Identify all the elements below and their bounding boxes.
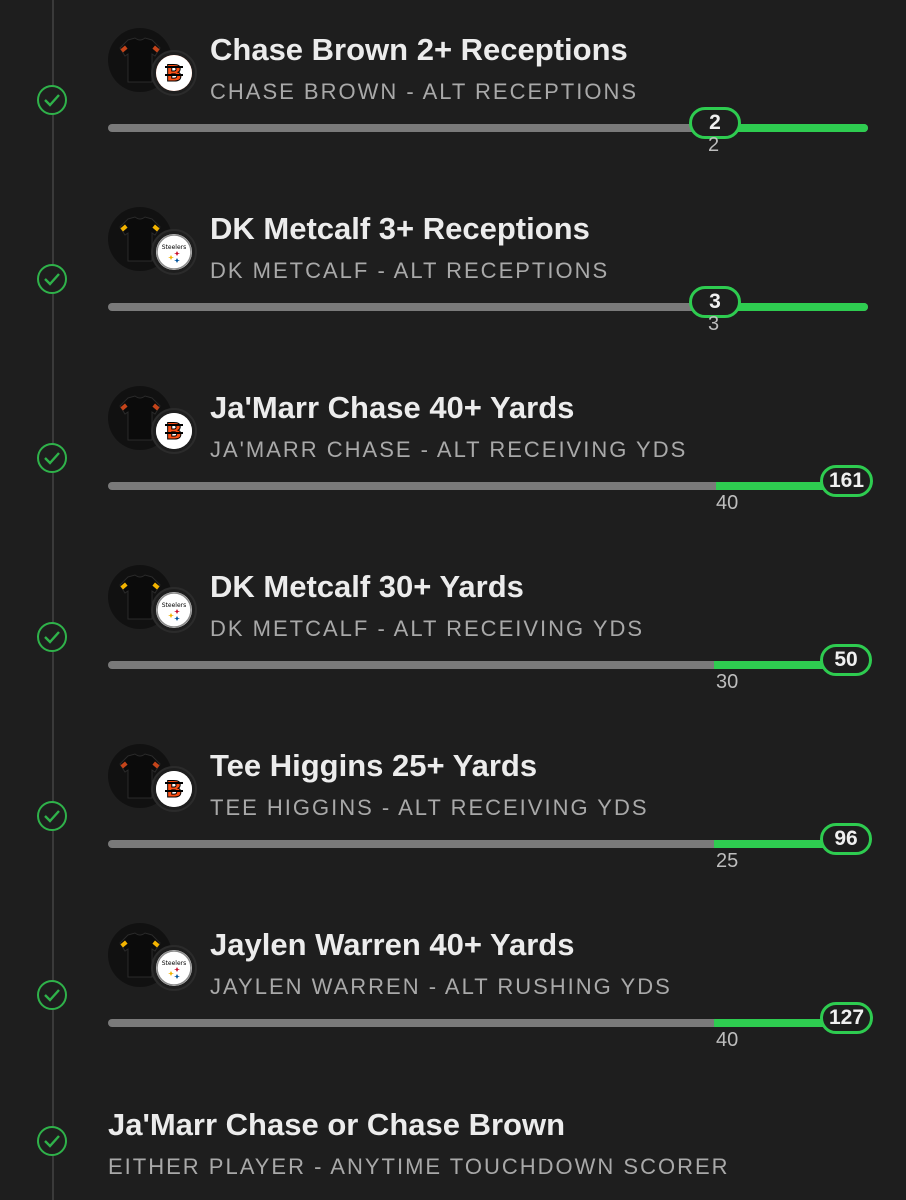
team-logo: Steelers: [151, 587, 197, 633]
bengals-logo-icon: B: [156, 413, 192, 449]
team-logo: Steelers: [151, 945, 197, 991]
team-logo: Steelers: [151, 229, 197, 275]
leg-title: Jaylen Warren 40+ Yards: [210, 927, 575, 962]
progress-bar-fill: [716, 303, 868, 311]
svg-text:Steelers: Steelers: [162, 602, 187, 609]
result-badge: 3: [689, 286, 741, 318]
jersey-icon: [119, 932, 161, 978]
check-circle-icon: [37, 622, 67, 652]
leg-title: DK Metcalf 3+ Receptions: [210, 211, 590, 246]
leg-subtitle: CHASE BROWN - ALT RECEPTIONS: [210, 79, 639, 104]
leg-subtitle: DK METCALF - ALT RECEIVING YDS: [210, 616, 645, 641]
threshold-label: 40: [716, 1029, 739, 1051]
timeline-line: [52, 0, 54, 1200]
steelers-logo-icon: Steelers: [156, 950, 192, 986]
check-circle-icon: [37, 85, 67, 115]
leg-title: DK Metcalf 30+ Yards: [210, 569, 524, 604]
final-leg-subtitle: EITHER PLAYER - ANYTIME TOUCHDOWN SCORER: [108, 1154, 730, 1179]
progress-bar-fill: [714, 661, 836, 669]
leg-row[interactable]: Steelers DK Metcalf 30+ Yards DK METCALF…: [0, 537, 906, 716]
team-logo: B: [151, 766, 197, 812]
result-badge: 161: [820, 465, 874, 497]
leg-subtitle: JA'MARR CHASE - ALT RECEIVING YDS: [210, 437, 688, 462]
leg-title: Tee Higgins 25+ Yards: [210, 748, 538, 783]
progress-bar: 127 40: [108, 1002, 874, 1051]
leg-subtitle: TEE HIGGINS - ALT RECEIVING YDS: [210, 795, 649, 820]
final-leg-title: Ja'Marr Chase or Chase Brown: [108, 1107, 566, 1142]
threshold-label: 3: [708, 313, 720, 335]
result-badge: 127: [820, 1002, 874, 1034]
jersey-icon: [119, 37, 161, 83]
svg-text:Steelers: Steelers: [162, 244, 187, 251]
progress-bar: 3 3: [108, 286, 868, 335]
threshold-label: 25: [716, 850, 739, 872]
jersey-icon: [119, 216, 161, 262]
progress-bar: 50 30: [108, 644, 872, 693]
result-badge: 96: [820, 823, 872, 855]
progress-bar: 2 2: [108, 107, 868, 156]
steelers-logo-icon: Steelers: [156, 234, 192, 270]
check-circle-icon: [37, 1126, 67, 1156]
leg-subtitle: JAYLEN WARREN - ALT RUSHING YDS: [210, 974, 672, 999]
team-logo: B: [151, 50, 197, 96]
threshold-label: 30: [716, 671, 739, 693]
leg-row[interactable]: Steelers DK Metcalf 3+ Receptions DK MET…: [0, 179, 906, 358]
check-circle-icon: [37, 801, 67, 831]
progress-bar: 161 40: [108, 465, 874, 514]
result-badge: 2: [689, 107, 741, 139]
progress-bar: 96 25: [108, 823, 872, 872]
threshold-label: 40: [716, 492, 739, 514]
check-circle-icon: [37, 443, 67, 473]
team-logo: B: [151, 408, 197, 454]
bengals-logo-icon: B: [156, 771, 192, 807]
progress-bar-fill: [716, 124, 868, 132]
progress-bar-fill: [714, 1019, 836, 1027]
leg-row[interactable]: B Chase Brown 2+ Receptions CHASE BROWN …: [0, 0, 906, 179]
jersey-icon: [119, 574, 161, 620]
bengals-logo-icon: B: [156, 55, 192, 91]
leg-title: Ja'Marr Chase 40+ Yards: [210, 390, 575, 425]
leg-row[interactable]: B Ja'Marr Chase 40+ Yards JA'MARR CHASE …: [0, 358, 906, 537]
jersey-icon: [119, 395, 161, 441]
jersey-icon: [119, 753, 161, 799]
progress-bar-fill: [714, 840, 836, 848]
leg-title: Chase Brown 2+ Receptions: [210, 32, 628, 67]
progress-bar-fill: [716, 482, 836, 490]
steelers-logo-icon: Steelers: [156, 592, 192, 628]
result-badge: 50: [820, 644, 872, 676]
check-circle-icon: [37, 980, 67, 1010]
leg-row[interactable]: B Tee Higgins 25+ Yards TEE HIGGINS - AL…: [0, 716, 906, 895]
svg-text:Steelers: Steelers: [162, 960, 187, 967]
check-circle-icon: [37, 264, 67, 294]
player-avatar: [108, 744, 172, 808]
leg-subtitle: DK METCALF - ALT RECEPTIONS: [210, 258, 610, 283]
leg-row[interactable]: Steelers Jaylen Warren 40+ Yards JAYLEN …: [0, 895, 906, 1074]
threshold-label: 2: [708, 134, 720, 156]
